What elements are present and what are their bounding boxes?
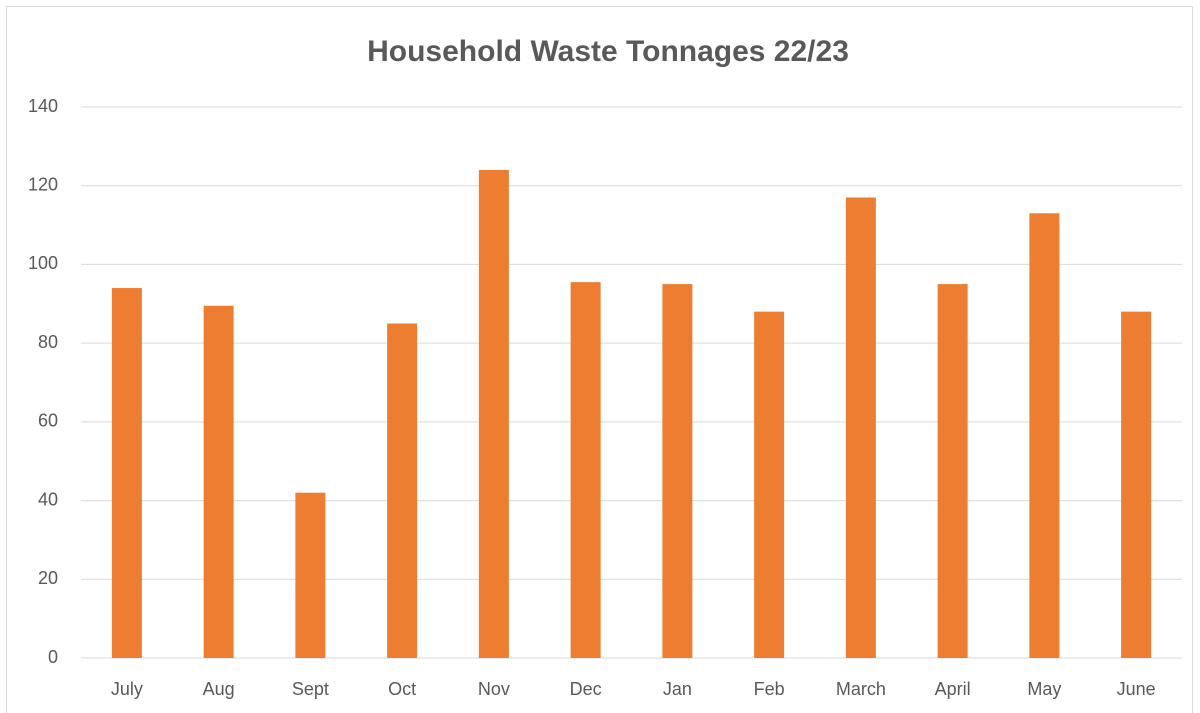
x-tick-label: Jan: [663, 679, 692, 699]
y-tick-label: 100: [28, 253, 58, 273]
y-tick-label: 60: [38, 411, 58, 431]
y-tick-label: 80: [38, 332, 58, 352]
bar: [478, 169, 509, 658]
bar: [662, 284, 693, 658]
x-tick-label: July: [111, 679, 143, 699]
bar: [1121, 311, 1152, 658]
bar: [845, 197, 876, 658]
bar: [387, 323, 418, 658]
bar: [570, 282, 601, 658]
x-tick-label: June: [1117, 679, 1156, 699]
bar: [111, 288, 142, 658]
chart-title: Household Waste Tonnages 22/23: [367, 35, 849, 68]
y-tick-label: 120: [28, 174, 58, 194]
bar: [937, 284, 968, 658]
x-tick-label: Sept: [292, 679, 329, 699]
x-tick-label: Aug: [203, 679, 235, 699]
x-tick-label: Feb: [754, 679, 785, 699]
x-tick-label: Nov: [478, 679, 510, 699]
y-tick-label: 140: [28, 96, 58, 116]
bar: [754, 311, 785, 658]
x-tick-label: March: [836, 679, 886, 699]
x-tick-label: May: [1027, 679, 1061, 699]
y-tick-label: 40: [38, 489, 58, 509]
y-tick-label: 0: [48, 647, 58, 667]
bar: [203, 305, 234, 658]
x-tick-label: Oct: [388, 679, 416, 699]
bar: [1029, 213, 1060, 658]
y-tick-label: 20: [38, 568, 58, 588]
x-tick-label: April: [935, 679, 971, 699]
bar: [295, 492, 326, 658]
x-tick-label: Dec: [570, 679, 602, 699]
